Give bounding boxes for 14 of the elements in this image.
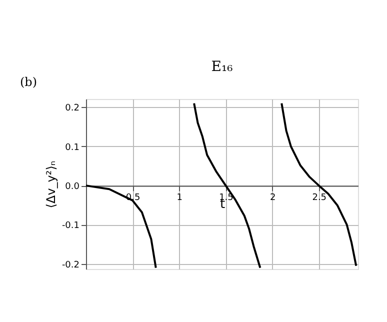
y-tick-label: -0.2 — [62, 260, 80, 270]
x-tick-label: 2.5 — [312, 193, 327, 204]
text: (b) — [20, 75, 38, 89]
line-series — [85, 184, 157, 269]
y-tick-label: -0.1 — [62, 221, 80, 232]
chart-title: E₁₆ — [211, 59, 234, 75]
y-tick-label: 0.1 — [65, 142, 80, 153]
y-tick-label: 0.0 — [65, 182, 80, 192]
x-tick-label: 1 — [176, 193, 183, 204]
y-axis-title: ⟨Δv_y²⟩ₙ — [44, 160, 58, 208]
line-series — [193, 102, 262, 269]
y-tick-label: 0.2 — [65, 104, 80, 114]
x-tick-label: 2 — [270, 193, 276, 204]
line-series — [280, 102, 358, 267]
